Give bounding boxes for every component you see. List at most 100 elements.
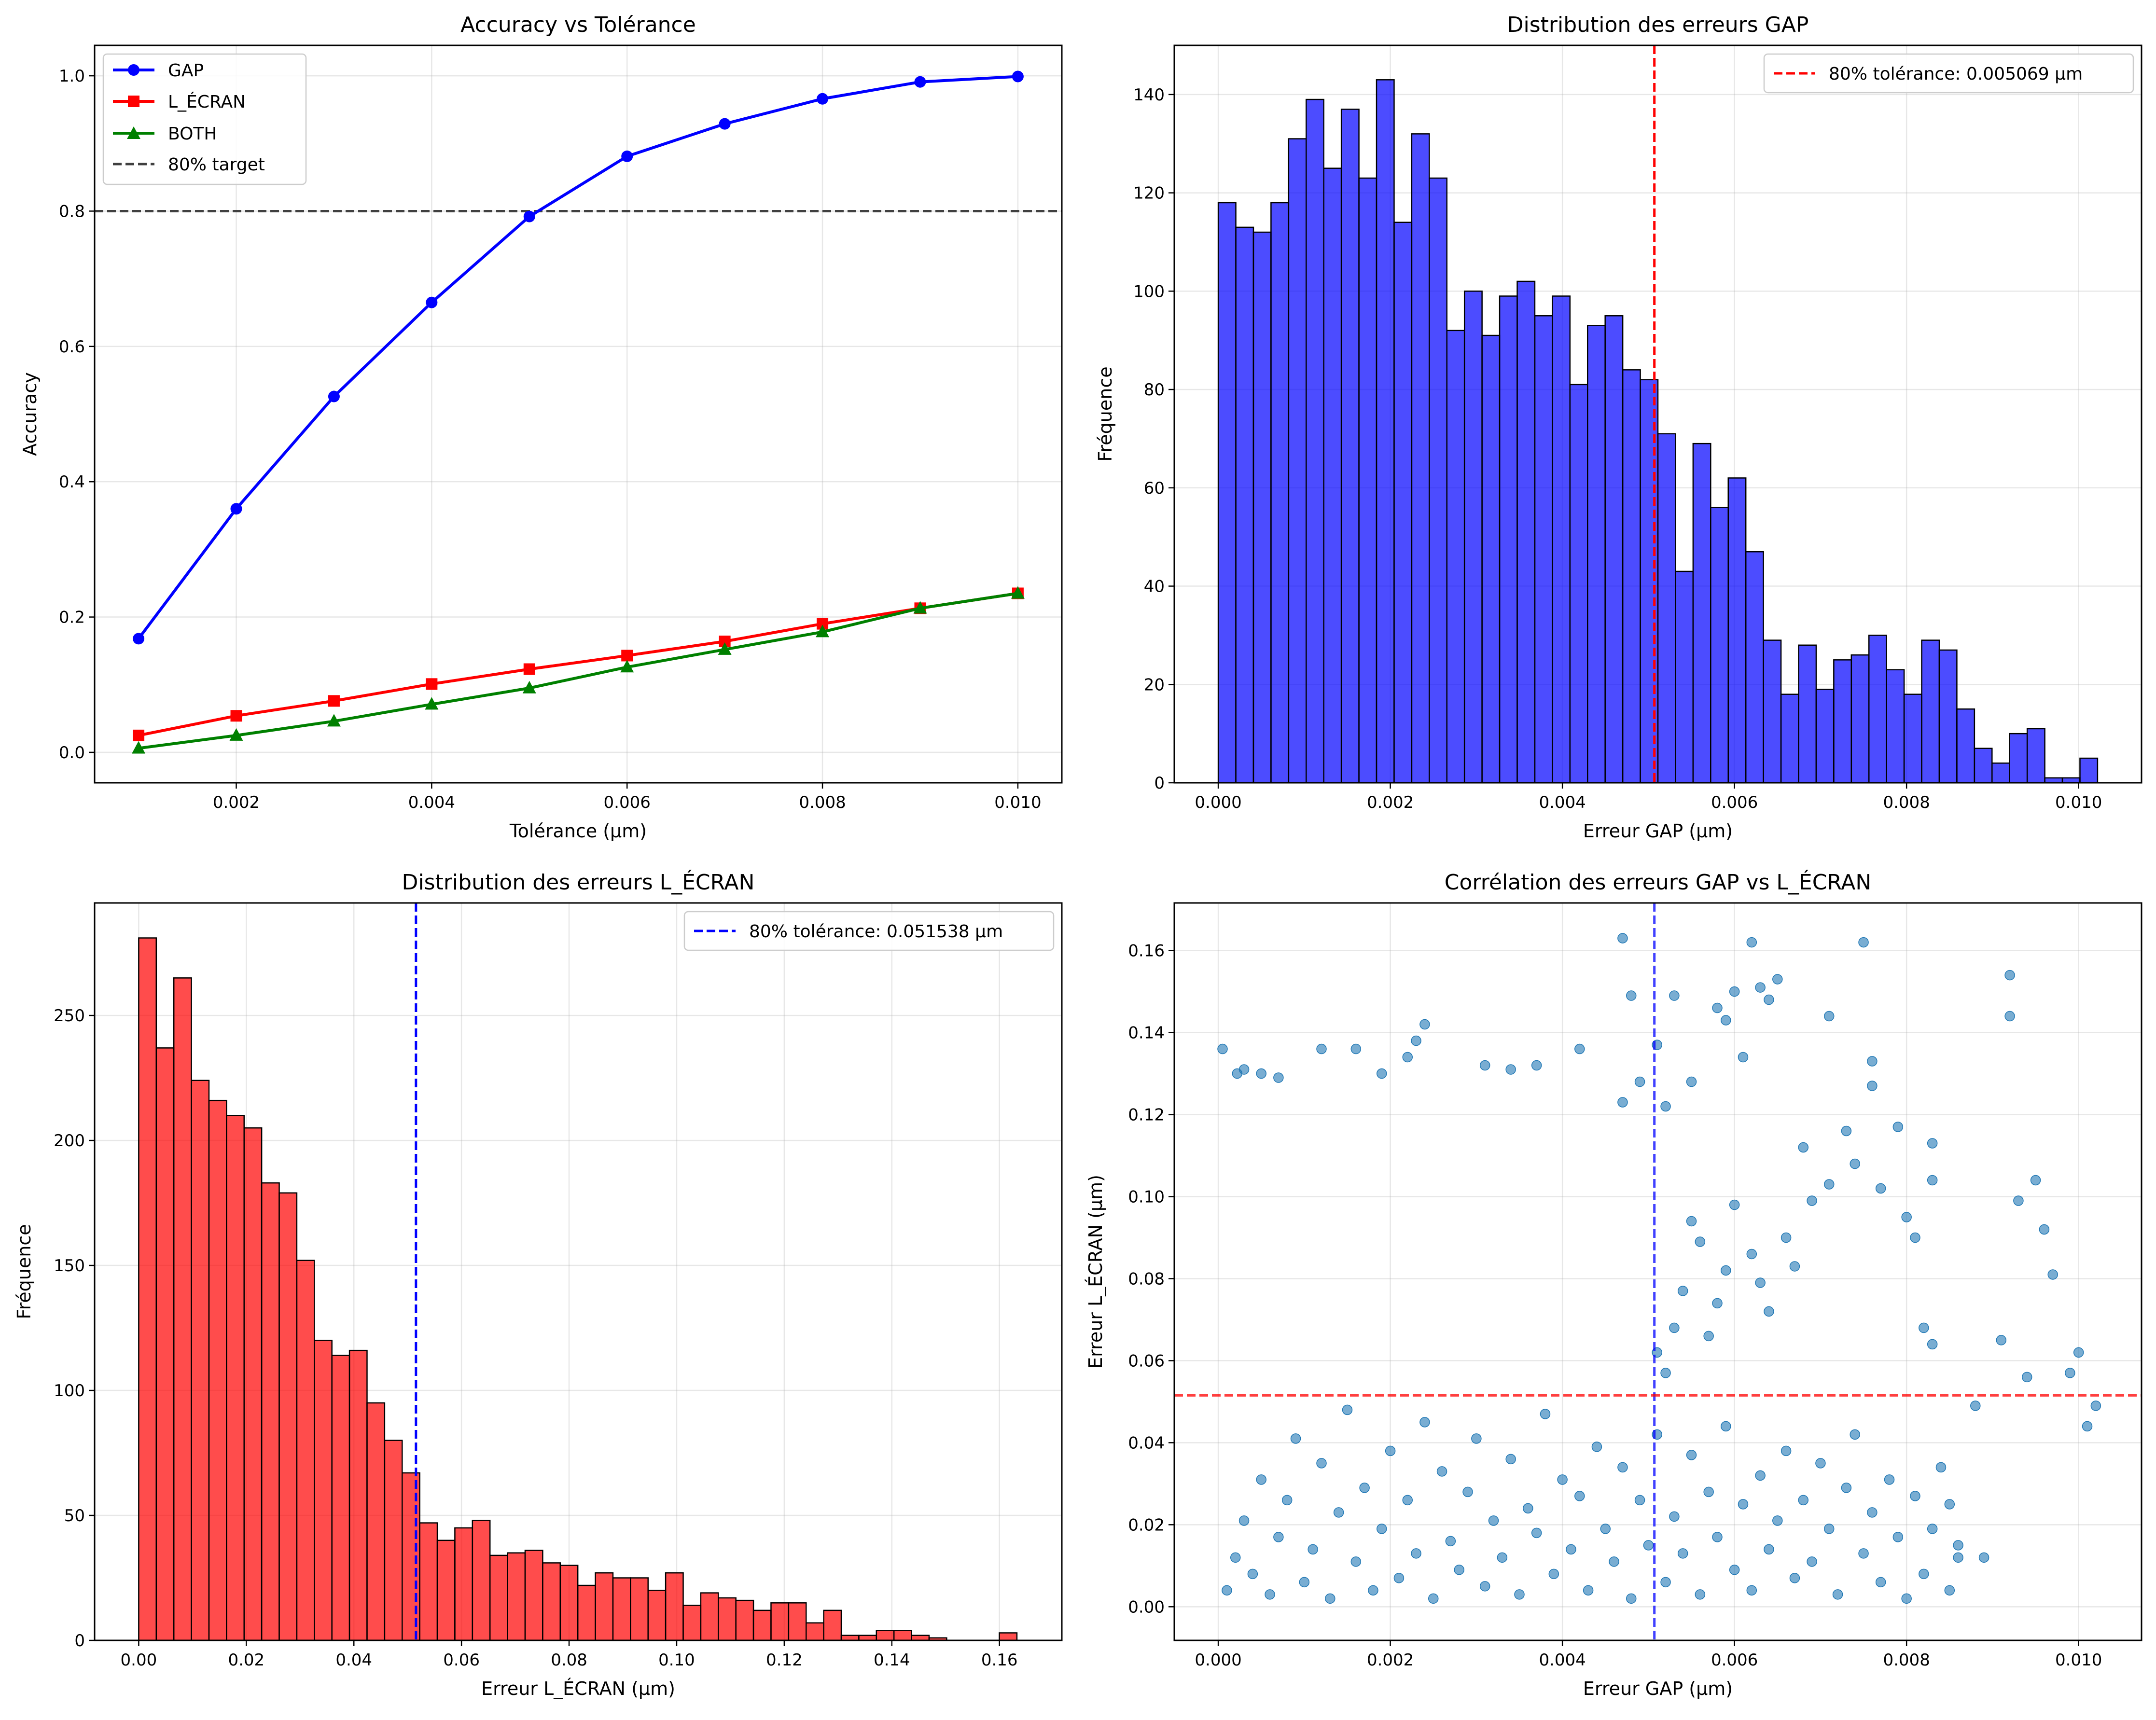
scatter-point: [1479, 1060, 1490, 1071]
x-tick-label: 0.04: [335, 1651, 372, 1670]
y-tick-label: 0.06: [1128, 1351, 1165, 1371]
legend-frame: [683, 911, 1055, 951]
scatter-point: [1634, 1076, 1645, 1087]
x-tick-label: 0.000: [1195, 793, 1241, 812]
histogram-bar: [1622, 369, 1641, 783]
scatter-point: [1910, 1491, 1920, 1501]
histogram-bar: [419, 1522, 438, 1640]
scatter-point: [2004, 970, 2015, 981]
scatter-point: [1703, 1331, 1714, 1342]
scatter-point: [2004, 1011, 2015, 1022]
x-axis-label: Tolérance (µm): [509, 820, 647, 842]
x-tick-label: 0.06: [443, 1651, 480, 1670]
x-tick-label: 0.12: [766, 1651, 803, 1670]
histogram-bar: [1727, 477, 1747, 783]
scatter-point: [1703, 1486, 1714, 1498]
scatter-point: [1927, 1339, 1938, 1350]
histogram-bar: [1429, 177, 1448, 783]
scatter-point: [1523, 1503, 1533, 1514]
legend: 80% tolérance: 0.051538 µm: [683, 911, 1055, 951]
histogram-bar: [2009, 733, 2028, 783]
legend-label-lecran: L_ÉCRAN: [168, 92, 246, 112]
legend-frame: [1763, 53, 2134, 94]
scatter-point: [1299, 1577, 1310, 1588]
histogram-bar: [138, 937, 157, 1640]
histogram-bar: [507, 1552, 526, 1640]
scatter-point: [1609, 1556, 1619, 1567]
histogram-bar: [2044, 777, 2063, 783]
panel-correlation-scatter: 0.000 0.002 0.004 0.006 0.008 0.010 0.00 0.02 0.…: [1085, 869, 2142, 1699]
scatter-point: [2065, 1368, 2075, 1378]
y-tick-label: 0.00: [1128, 1597, 1165, 1617]
scatter-point: [1669, 1511, 1680, 1522]
data-point: [229, 728, 243, 741]
scatter-point: [1238, 1515, 1250, 1526]
legend-label-gap: GAP: [168, 61, 204, 81]
scatter-point: [1780, 1445, 1792, 1456]
scatter-point: [1411, 1548, 1421, 1559]
y-tick-label: 140: [1133, 85, 1165, 105]
legend-entry-target: 80% target: [113, 155, 265, 175]
series-line: [137, 75, 1018, 640]
scatter-point: [1669, 1322, 1680, 1333]
histogram-bar: [261, 1182, 280, 1640]
scatter-point: [1755, 982, 1766, 993]
scatter-point: [1807, 1556, 1817, 1567]
legend-entry-both: BOTH: [113, 124, 217, 144]
scatter-point: [1217, 1043, 1228, 1054]
scatter-point: [1342, 1404, 1353, 1415]
histogram-bar: [999, 1632, 1018, 1640]
scatter-point: [1290, 1433, 1301, 1444]
scatter-point: [1428, 1593, 1439, 1604]
histogram-bar: [436, 1540, 456, 1640]
scatter-point: [1875, 1577, 1886, 1588]
scatter-point: [1643, 1540, 1654, 1551]
histogram-bar: [366, 1402, 386, 1640]
histogram-bar: [858, 1635, 877, 1640]
scatter-point: [1712, 1002, 1723, 1013]
scatter-point: [1919, 1322, 1929, 1333]
x-axis-label: Erreur L_ÉCRAN (µm): [481, 1678, 675, 1699]
histogram-bar: [1815, 689, 1835, 783]
data-point: [327, 714, 341, 727]
y-axis-label: Accuracy: [19, 372, 41, 456]
x-tick-label: 0.002: [213, 793, 260, 812]
x-tick-label: 0.002: [1367, 1651, 1414, 1670]
scatter-point: [1488, 1515, 1499, 1526]
histogram-bar: [208, 1099, 227, 1640]
histogram-bar: [876, 1630, 895, 1640]
y-tick-label: 0.02: [1128, 1515, 1165, 1535]
scatter-point: [1944, 1499, 1955, 1510]
axis-ticks: 0.000 0.002 0.004 0.006 0.008 0.010 0 20 40 60 80 1…: [1133, 85, 2102, 812]
data-point: [328, 390, 340, 402]
scatter-point: [1772, 1515, 1783, 1526]
plot-frame: [94, 44, 1063, 784]
plot-frame: [1173, 902, 2142, 1641]
scatter-point: [1729, 1199, 1740, 1210]
scatter-point: [1927, 1524, 1938, 1534]
y-tick-label: 100: [54, 1381, 85, 1401]
scatter-point: [1996, 1335, 2007, 1345]
scatter-point: [1738, 1499, 1749, 1510]
scatter-point: [1798, 1495, 1809, 1506]
histogram-bar: [1516, 280, 1536, 783]
scatter-point: [1919, 1568, 1929, 1580]
y-tick-label: 20: [1144, 675, 1165, 694]
data-point: [1011, 586, 1025, 599]
histogram-bar: [1763, 639, 1782, 783]
scatter-point: [1746, 1585, 1757, 1596]
histogram-bar: [1903, 694, 1922, 783]
scatter-point: [1308, 1544, 1318, 1555]
scatter-point: [1789, 1261, 1800, 1272]
scatter-point: [1256, 1068, 1266, 1079]
histogram-bar: [348, 1349, 368, 1640]
scatter-point: [1858, 937, 1869, 948]
chart-title: Distribution des erreurs L_ÉCRAN: [402, 869, 755, 895]
histogram-bar: [805, 1622, 824, 1640]
data-point: [621, 150, 633, 162]
histogram-bar: [682, 1605, 702, 1640]
scatter-point: [1875, 1183, 1886, 1194]
histogram-bar: [1306, 98, 1324, 783]
x-tick-label: 0.004: [1539, 793, 1586, 812]
scatter-point: [1660, 1577, 1671, 1588]
